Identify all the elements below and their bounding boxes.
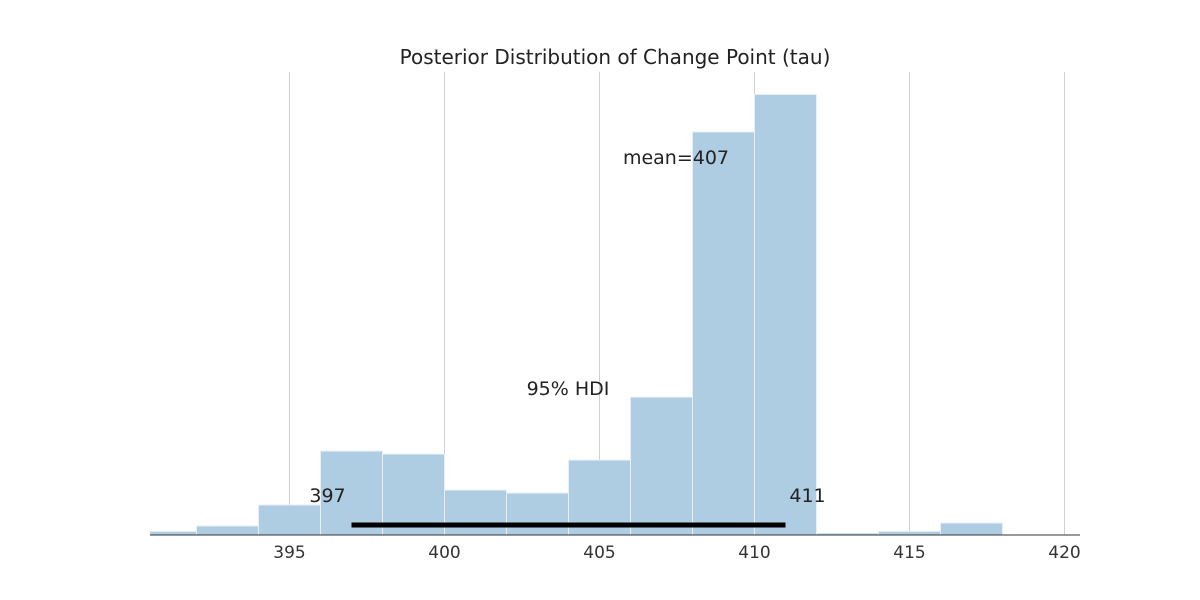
histogram-bar — [196, 525, 259, 536]
histogram-bar — [258, 504, 321, 536]
hdi-annotation: 95% HDI — [527, 378, 610, 400]
chart-title: Posterior Distribution of Change Point (… — [400, 45, 831, 69]
histogram-bar — [149, 530, 197, 536]
histogram-bar — [506, 492, 569, 536]
histogram-bar — [630, 396, 693, 536]
histogram-bar — [878, 530, 941, 536]
x-tick-label: 395 — [273, 543, 305, 563]
x-tick-label: 420 — [1048, 543, 1080, 563]
histogram-bar — [754, 93, 817, 536]
hdi-high-label: 411 — [789, 485, 825, 507]
histogram-bar — [444, 489, 507, 536]
histogram-bar — [940, 522, 1003, 536]
hdi-low-label: 397 — [309, 485, 345, 507]
mean-annotation: mean=407 — [623, 147, 729, 169]
x-tick-label: 410 — [738, 543, 770, 563]
x-tick-label: 415 — [893, 543, 925, 563]
histogram-bars — [149, 93, 1003, 536]
x-tick-label: 405 — [583, 543, 615, 563]
x-axis-ticks: 395 400 405 410 415 420 — [273, 543, 1080, 563]
x-tick-label: 400 — [428, 543, 460, 563]
histogram-bar — [692, 131, 755, 536]
